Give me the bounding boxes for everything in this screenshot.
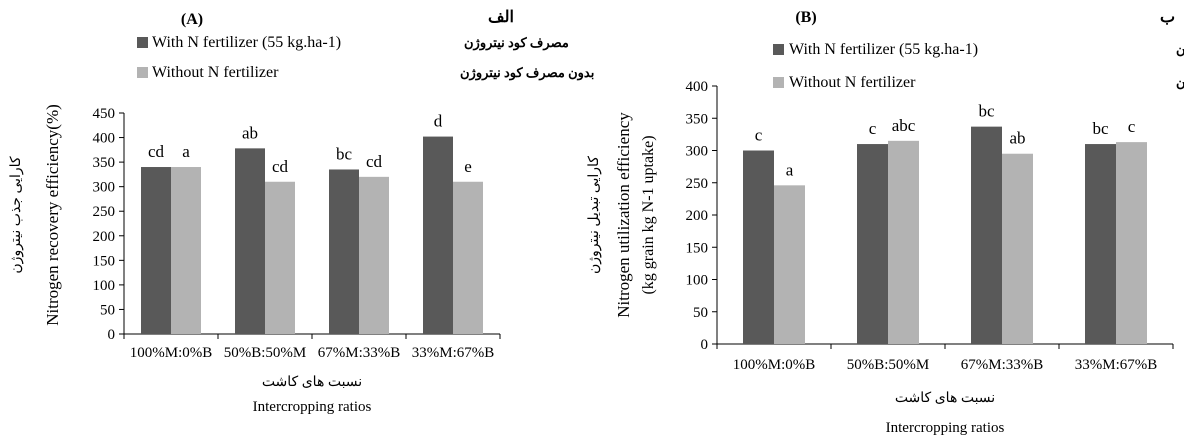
x-category-label: 67%M:33%B: [961, 357, 1044, 373]
significance-letter: bc: [978, 102, 995, 121]
y-tick-label: 350: [686, 111, 709, 127]
legend-label-fa: بدون مصرف کود نیتروژن: [460, 65, 594, 81]
bar-with-n: [141, 167, 171, 334]
significance-letter: ab: [1009, 129, 1025, 148]
y-tick-label: 50: [100, 302, 115, 318]
bar-with-n: [971, 126, 1002, 344]
x-category-label: 33%M:67%B: [412, 345, 495, 361]
panel-label-fa: الف: [488, 9, 514, 26]
legend-label-fa: بدون مصرف کود نیتروژن: [1176, 75, 1184, 91]
legend-label: With N fertilizer (55 kg.ha-1): [152, 34, 341, 51]
y-axis-title: Nitrogen recovery efficiency(%): [43, 104, 62, 326]
bar-without-n: [774, 185, 805, 344]
panel-label: (A): [181, 11, 203, 28]
significance-letter: e: [464, 157, 472, 176]
y-axis-subtitle: (kg grain kg N-1 uptake): [640, 135, 657, 294]
bar-without-n: [1002, 153, 1033, 344]
y-tick-label: 150: [93, 253, 116, 269]
y-tick-label: 0: [108, 327, 116, 343]
y-tick-label: 150: [686, 240, 709, 256]
significance-letter: c: [755, 126, 763, 145]
x-category-label: 100%M:0%B: [130, 345, 213, 361]
y-tick-label: 350: [93, 155, 116, 171]
significance-letter: c: [869, 119, 877, 138]
bar-with-n: [329, 169, 359, 334]
legend-label: Without N fertilizer: [152, 64, 279, 81]
legend-label-fa: مصرف کود نیتروژن: [464, 35, 569, 51]
y-tick-label: 250: [93, 204, 116, 220]
x-category-label: 50%B:50%M: [224, 345, 307, 361]
x-axis-title-fa: نسبت های کاشت: [262, 375, 362, 390]
significance-letter: a: [182, 142, 190, 161]
x-axis-title-fa: نسبت های کاشت: [895, 391, 995, 406]
x-axis-title: Intercropping ratios: [886, 420, 1005, 436]
y-axis-title-fa: کارایی جذب نیتروژن: [9, 156, 24, 274]
y-tick-label: 400: [686, 79, 709, 95]
significance-letter: ab: [242, 123, 258, 142]
significance-letter: cd: [366, 152, 383, 171]
y-axis-title: Nitrogen utilization efficiency: [614, 112, 633, 318]
bar-without-n: [359, 176, 389, 334]
significance-letter: cd: [148, 142, 165, 161]
bar-with-n: [1085, 144, 1116, 344]
y-tick-label: 0: [701, 337, 709, 353]
significance-letter: c: [1128, 117, 1136, 136]
x-category-label: 33%M:67%B: [1075, 357, 1158, 373]
bar-with-n: [857, 144, 888, 344]
bar-with-n: [423, 136, 453, 334]
bar-with-n: [235, 148, 265, 334]
bar-without-n: [888, 140, 919, 344]
y-tick-label: 300: [686, 144, 709, 160]
y-tick-label: 250: [686, 176, 709, 192]
y-tick-label: 100: [686, 273, 709, 289]
x-category-label: 67%M:33%B: [318, 345, 401, 361]
legend-swatch-with-n: [137, 37, 148, 48]
legend-label-fa: مصرف کود نیتروژن: [1176, 42, 1184, 58]
y-tick-label: 300: [93, 180, 116, 196]
bar-with-n: [743, 150, 774, 344]
legend-swatch-with-n: [773, 44, 784, 55]
y-tick-label: 200: [93, 229, 116, 245]
bar-without-n: [171, 167, 201, 334]
bar-without-n: [1116, 142, 1147, 344]
legend-label: Without N fertilizer: [789, 74, 916, 91]
significance-letter: d: [434, 112, 443, 131]
significance-letter: abc: [892, 116, 916, 135]
y-tick-label: 100: [93, 278, 116, 294]
y-tick-label: 450: [93, 106, 116, 122]
x-category-label: 50%B:50%M: [847, 357, 930, 373]
panel-label: (B): [795, 9, 816, 26]
significance-letter: a: [786, 160, 794, 179]
y-axis-title-fa: کارایی تبدیل نیتروژن: [587, 156, 602, 274]
legend-label: With N fertilizer (55 kg.ha-1): [789, 41, 978, 58]
y-tick-label: 200: [686, 208, 709, 224]
legend-swatch-without-n: [137, 67, 148, 78]
panel-label-fa: ب: [1160, 9, 1175, 26]
legend-swatch-without-n: [773, 77, 784, 88]
y-tick-label: 400: [93, 131, 116, 147]
significance-letter: bc: [336, 144, 353, 163]
bar-without-n: [453, 181, 483, 334]
y-tick-label: 50: [693, 305, 708, 321]
significance-letter: cd: [272, 157, 289, 176]
x-axis-title: Intercropping ratios: [253, 399, 372, 415]
significance-letter: bc: [1092, 119, 1109, 138]
x-category-label: 100%M:0%B: [733, 357, 816, 373]
bar-without-n: [265, 181, 295, 334]
